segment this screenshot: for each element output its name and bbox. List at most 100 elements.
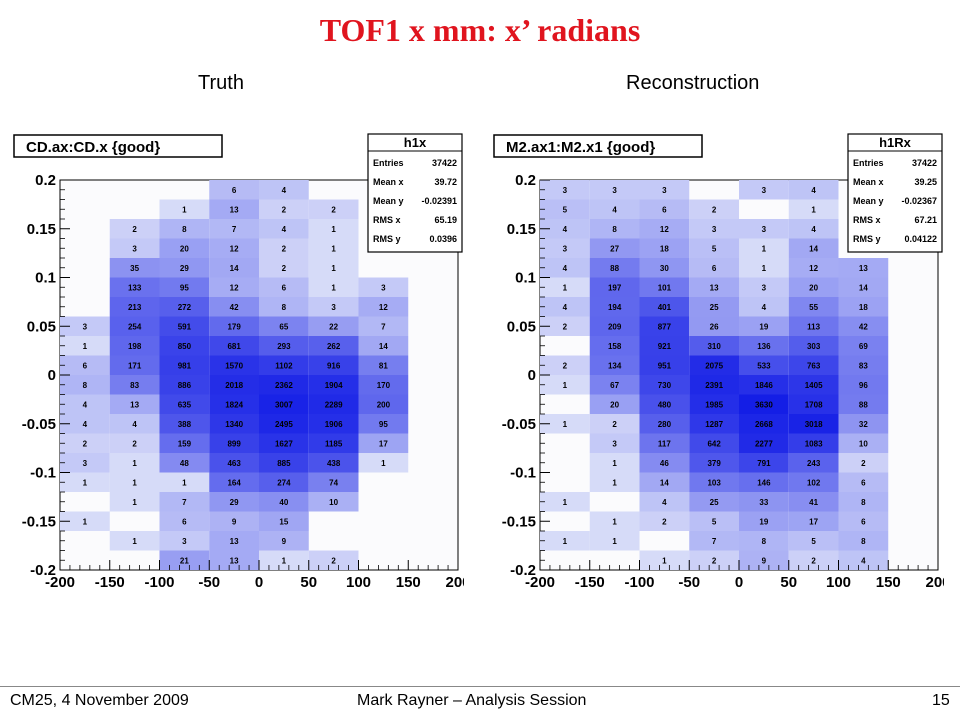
cell-count: 7 bbox=[712, 537, 717, 546]
y-tick-label: 0.15 bbox=[507, 221, 536, 238]
stats-row-label: Entries bbox=[373, 158, 404, 168]
cell-count: 388 bbox=[178, 420, 192, 429]
cell-count: 96 bbox=[859, 381, 868, 390]
heatmap-cell bbox=[259, 180, 309, 200]
cell-count: 1 bbox=[83, 478, 88, 487]
heatmap-cell bbox=[689, 414, 739, 434]
cell-count: 19 bbox=[759, 517, 768, 526]
heatmap-cell bbox=[358, 277, 409, 297]
heatmap-cell bbox=[60, 336, 110, 356]
cell-count: 8 bbox=[282, 303, 287, 312]
cell-count: 274 bbox=[277, 478, 291, 487]
cell-count: 25 bbox=[710, 498, 719, 507]
heatmap-cell bbox=[159, 238, 210, 258]
x-tick-label: -150 bbox=[575, 574, 605, 590]
cell-count: 480 bbox=[658, 400, 672, 409]
slide-number: 15 bbox=[932, 692, 950, 709]
cell-count: 95 bbox=[180, 283, 189, 292]
cell-count: 14 bbox=[379, 342, 388, 351]
heatmap-cell bbox=[209, 180, 259, 200]
heatmap-cell bbox=[109, 297, 160, 317]
reconstruction-heatmap: M2.ax1:M2.x1 {good}3 3 3 3 45 4 6 2 14 8 12 3 3 43 27 1… bbox=[493, 133, 944, 590]
heatmap-cell bbox=[259, 433, 309, 453]
cell-count: 4 bbox=[563, 225, 568, 234]
heatmap-cell bbox=[109, 258, 160, 278]
x-tick-label: 150 bbox=[876, 574, 901, 590]
heatmap-cell bbox=[209, 219, 259, 239]
heatmap-cell bbox=[209, 238, 259, 258]
heatmap-cell bbox=[788, 433, 839, 453]
heatmap-cell bbox=[540, 297, 590, 317]
heatmap-cell bbox=[308, 550, 359, 570]
cell-count: 6 bbox=[232, 186, 237, 195]
heatmap-cell bbox=[838, 277, 889, 297]
heatmap-cell bbox=[159, 433, 210, 453]
heatmap-cell bbox=[209, 355, 259, 375]
heatmap-cell bbox=[159, 219, 210, 239]
heatmap-cell bbox=[838, 375, 889, 395]
cell-count: 1 bbox=[612, 478, 617, 487]
heatmap-cell bbox=[358, 297, 409, 317]
slide-title: TOF1 x mm: x’ radians bbox=[319, 12, 641, 48]
cell-count: 3 bbox=[331, 303, 336, 312]
cell-count: 2018 bbox=[225, 381, 243, 390]
cell-count: 81 bbox=[379, 361, 388, 370]
heatmap-cell bbox=[689, 550, 739, 570]
x-tick-label: -100 bbox=[144, 574, 174, 590]
heatmap-cell bbox=[589, 277, 640, 297]
cell-count: 136 bbox=[757, 342, 771, 351]
cell-count: 27 bbox=[610, 244, 619, 253]
heatmap-cell bbox=[689, 316, 739, 336]
cell-count: 194 bbox=[608, 303, 622, 312]
cell-count: 95 bbox=[379, 420, 388, 429]
heatmap-cell bbox=[209, 414, 259, 434]
cell-count: 8 bbox=[762, 537, 767, 546]
heatmap-cell bbox=[788, 258, 839, 278]
cell-count: 1 bbox=[132, 459, 137, 468]
cell-count: 7 bbox=[232, 225, 237, 234]
stats-row-label: RMS y bbox=[853, 234, 881, 244]
heatmap-cell bbox=[109, 355, 160, 375]
cell-count: 1102 bbox=[275, 361, 293, 370]
cell-count: 164 bbox=[227, 478, 241, 487]
heatmap-cell bbox=[308, 219, 359, 239]
cell-count: 272 bbox=[178, 303, 192, 312]
heatmap-cell bbox=[209, 453, 259, 473]
heatmap-cell bbox=[639, 433, 690, 453]
heatmap-cell bbox=[109, 219, 160, 239]
histogram-title: CD.ax:CD.x {good} bbox=[26, 139, 160, 156]
heatmap-cell bbox=[689, 394, 739, 414]
cell-count: 5 bbox=[712, 244, 717, 253]
cell-count: 2391 bbox=[705, 381, 723, 390]
cell-count: 213 bbox=[128, 303, 142, 312]
cell-count: 1 bbox=[563, 283, 568, 292]
heatmap-cell bbox=[109, 336, 160, 356]
cell-count: 2 bbox=[83, 439, 88, 448]
cell-count: 20 bbox=[610, 400, 619, 409]
heatmap-cell bbox=[788, 316, 839, 336]
footer-divider bbox=[0, 686, 960, 687]
heatmap-cell bbox=[788, 297, 839, 317]
heatmap-cell bbox=[689, 453, 739, 473]
cell-count: 5 bbox=[811, 537, 816, 546]
cell-count: 951 bbox=[658, 361, 672, 370]
heatmap-cell bbox=[838, 492, 889, 512]
cell-count: 1185 bbox=[325, 439, 343, 448]
histogram-title-box bbox=[493, 134, 703, 158]
cell-count: 5 bbox=[712, 517, 717, 526]
truth-heatmap: CD.ax:CD.x {good}6 41 13 2 22 8 7 4 13 20 12 2 135 29… bbox=[13, 133, 464, 590]
cell-count: 2 bbox=[563, 361, 568, 370]
heatmap-cell bbox=[838, 472, 889, 492]
stats-row-value: 37422 bbox=[432, 158, 457, 168]
heatmap-cell bbox=[209, 511, 259, 531]
cell-count: 29 bbox=[230, 498, 239, 507]
cell-count: 438 bbox=[327, 459, 341, 468]
cell-count: 1 bbox=[331, 283, 336, 292]
heatmap-cell bbox=[639, 511, 690, 531]
heatmap-cell bbox=[689, 277, 739, 297]
heatmap-cell bbox=[209, 199, 259, 219]
histogram-title-box bbox=[13, 134, 223, 158]
heatmap-cell bbox=[109, 375, 160, 395]
cell-count: 159 bbox=[178, 439, 192, 448]
footer-conference: CM25, 4 November 2009 bbox=[10, 692, 189, 709]
